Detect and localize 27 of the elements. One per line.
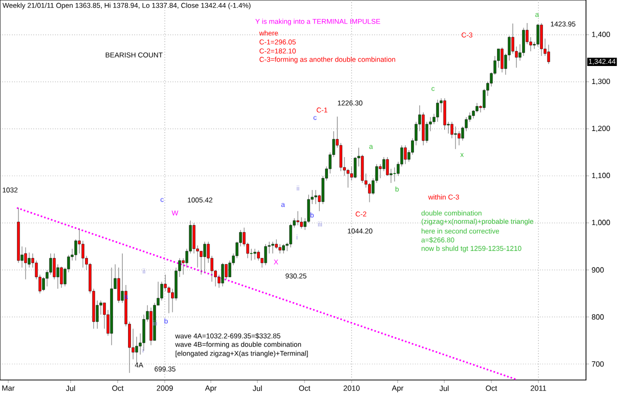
candlestick — [536, 24, 540, 47]
candlestick — [314, 190, 318, 204]
candlestick — [278, 244, 282, 254]
candlestick — [300, 217, 303, 229]
candlestick — [221, 262, 224, 287]
candlestick — [382, 156, 386, 172]
candlestick — [60, 266, 63, 288]
candlestick — [82, 240, 84, 268]
candlestick — [354, 156, 357, 178]
candlestick — [168, 286, 170, 314]
candlestick — [476, 102, 478, 113]
candlestick — [203, 242, 206, 273]
candlestick — [436, 99, 439, 122]
candlestick — [404, 145, 407, 164]
candlestick — [522, 28, 525, 56]
candlestick — [257, 250, 260, 261]
candlestick — [264, 244, 267, 266]
candlestick — [24, 247, 27, 280]
candlestick — [540, 22, 543, 56]
candlestick — [296, 210, 300, 226]
candlestick — [253, 248, 256, 260]
candlestick — [500, 47, 504, 73]
candlestick — [224, 264, 228, 280]
candlestick — [458, 130, 460, 146]
candlestick — [271, 242, 274, 254]
candlestick — [454, 126, 457, 150]
candlestick — [282, 244, 285, 254]
